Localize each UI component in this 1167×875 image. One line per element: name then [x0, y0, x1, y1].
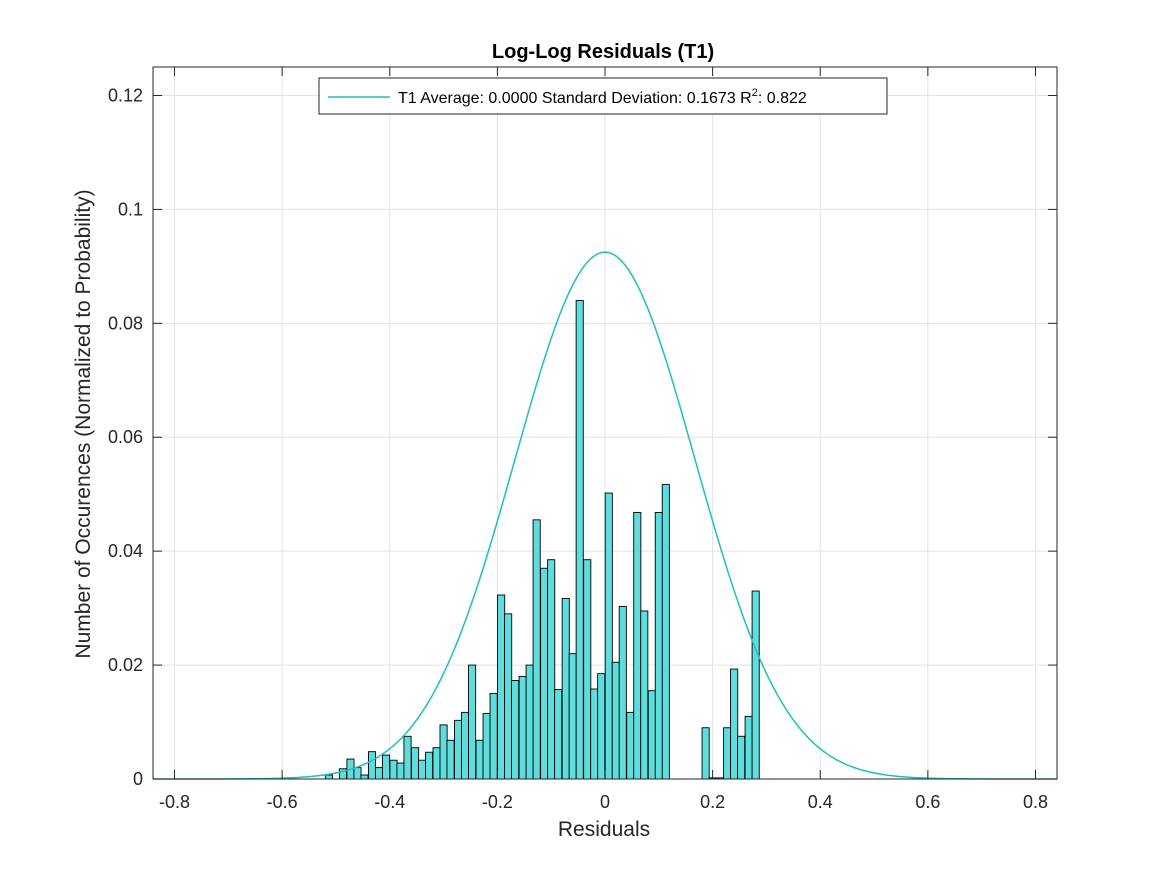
- y-tick-label: 0.04: [108, 541, 143, 561]
- histogram-bar: [374, 767, 384, 780]
- x-tick-label: 0.4: [808, 792, 833, 812]
- histogram-bar: [568, 653, 577, 780]
- axis-ticks: [153, 67, 1057, 780]
- histogram-bar: [701, 727, 710, 780]
- x-tick-label: -0.8: [159, 792, 190, 812]
- histogram-bar: [633, 511, 642, 780]
- histogram-bar: [425, 751, 434, 780]
- legend-entry-label: T1 Average: 0.0000 Standard Deviation: 0…: [398, 87, 807, 107]
- histogram-bar: [723, 727, 732, 780]
- y-tick-label: 0.02: [108, 655, 143, 675]
- y-tick-label: 0.1: [118, 199, 143, 219]
- y-tick-label: 0.06: [108, 427, 143, 447]
- histogram-bar: [518, 676, 527, 780]
- y-tick-label: 0: [133, 769, 143, 789]
- axis-tick-labels: -0.8 -0.6 -0.4 -0.2 0 0.2 0.4 0.6 0.8 0 0.02 0.04 0.…: [108, 85, 1048, 812]
- legend: T1 Average: 0.0000 Standard Deviation: 0…: [318, 77, 888, 115]
- histogram-bar: [583, 559, 592, 780]
- histogram-bar: [661, 484, 670, 780]
- x-tick-label: -0.6: [267, 792, 298, 812]
- histogram-bar: [468, 664, 477, 780]
- histogram-bar: [418, 759, 427, 780]
- histogram-bar: [737, 735, 746, 780]
- histogram-bar: [432, 747, 441, 780]
- histogram-bar: [497, 594, 506, 780]
- histogram-bar: [575, 300, 584, 780]
- histogram-bar: [367, 751, 377, 780]
- x-tick-label: 0: [600, 792, 610, 812]
- normal-fit-curve: [153, 251, 1057, 780]
- histogram-bar: [618, 605, 627, 780]
- histogram-bar: [640, 610, 649, 780]
- x-tick-label: -0.2: [482, 792, 513, 812]
- histogram-bar: [554, 689, 563, 780]
- histogram-bar: [461, 711, 470, 780]
- y-tick-label: 0.08: [108, 313, 143, 333]
- x-axis-label: Residuals: [558, 818, 650, 841]
- x-tick-label: 0.8: [1023, 792, 1048, 812]
- histogram-bar: [730, 668, 739, 780]
- histogram-bar: [454, 719, 463, 780]
- histogram-bar: [403, 735, 412, 780]
- histogram-bar: [561, 597, 570, 780]
- histogram-bar: [446, 739, 455, 780]
- histogram-bar: [744, 715, 753, 780]
- x-tick-label: 0.2: [700, 792, 725, 812]
- histogram-bar: [597, 673, 606, 780]
- normal-fit-curve-group: [153, 251, 1057, 780]
- histogram-bar: [353, 767, 362, 780]
- histogram-bar: [324, 774, 333, 780]
- grid-lines: [153, 67, 1057, 780]
- histogram-bar: [360, 774, 369, 780]
- x-tick-label: -0.4: [374, 792, 405, 812]
- histogram-bar: [547, 559, 556, 780]
- histogram-bar: [511, 680, 520, 780]
- histogram-bar: [489, 693, 498, 780]
- histogram-bar: [396, 762, 405, 780]
- y-tick-label: 0.12: [108, 85, 143, 105]
- histogram-bar: [590, 688, 599, 780]
- histogram-bar: [654, 511, 663, 780]
- histogram-bar: [626, 711, 635, 780]
- chart-title: Log-Log Residuals (T1): [492, 41, 714, 63]
- histogram-bar: [439, 724, 448, 780]
- histogram-bar: [389, 759, 398, 780]
- legend-superscript: 2: [752, 87, 758, 99]
- histogram-bar: [475, 739, 484, 780]
- histogram-bar: [540, 567, 549, 780]
- histogram-bar: [381, 754, 391, 780]
- legend-box: [318, 77, 888, 115]
- histogram-bar: [532, 519, 541, 780]
- histogram-bar: [751, 590, 760, 780]
- histogram-bar: [604, 492, 613, 780]
- histogram-bars: [324, 300, 760, 780]
- histogram-bar: [525, 664, 534, 780]
- legend-text-main: T1 Average: 0.0000 Standard Deviation: 0…: [398, 90, 752, 107]
- y-axis-label: Number of Occurences (Normalized to Prob…: [72, 189, 95, 658]
- histogram-bar: [504, 613, 513, 780]
- legend-text-tail: : 0.822: [758, 90, 807, 107]
- histogram-bar: [411, 747, 420, 780]
- histogram-bar: [611, 661, 620, 780]
- histogram-bar: [647, 690, 656, 780]
- histogram-bar: [482, 713, 491, 780]
- x-tick-label: 0.6: [915, 792, 940, 812]
